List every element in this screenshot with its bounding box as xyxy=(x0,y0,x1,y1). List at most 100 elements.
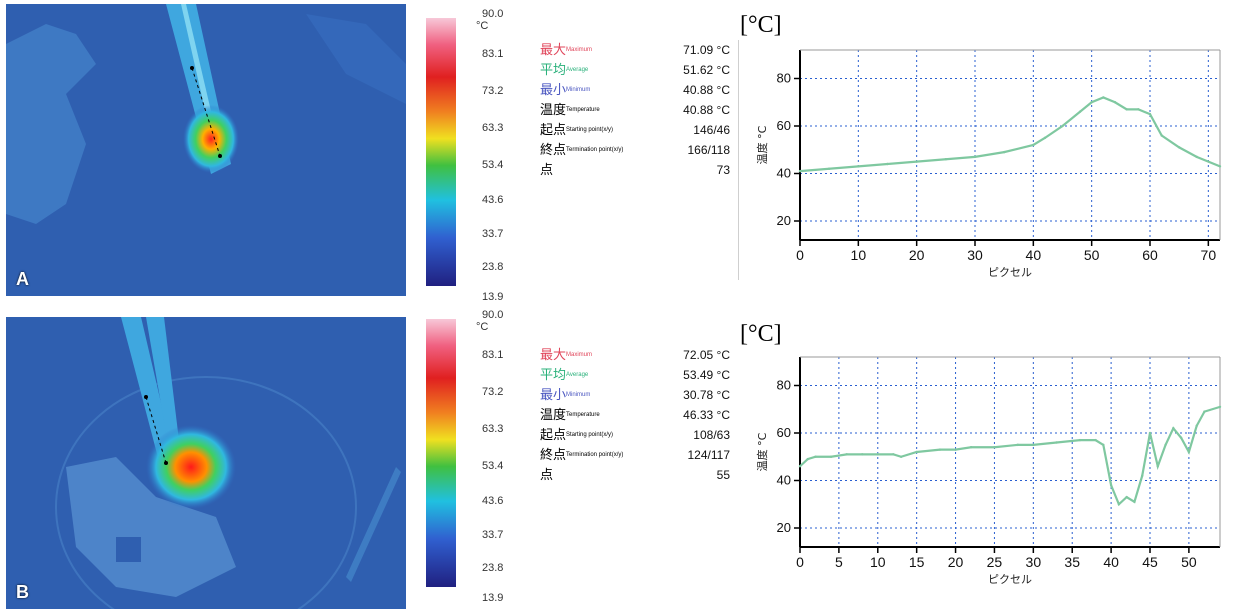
stat-row: 終点 Termination point(x/y) 124/117 xyxy=(540,445,730,465)
data-point xyxy=(1137,108,1140,111)
scale-tick: 33.7 xyxy=(482,529,504,541)
scale-tick: 53.4 xyxy=(482,460,504,472)
stat-row: 点 73 xyxy=(540,160,730,180)
data-point xyxy=(845,453,848,456)
x-tick-label: 45 xyxy=(1142,554,1158,570)
stat-value: 72.05 °C xyxy=(683,348,730,362)
x-tick-label: 30 xyxy=(967,247,983,263)
data-point xyxy=(892,453,895,456)
stat-row: 起点 Starting point(x/y) 108/63 xyxy=(540,425,730,445)
scale-tick: 73.2 xyxy=(482,386,504,398)
data-point xyxy=(1078,110,1082,113)
stat-row: 最大 Maximum 72.05 °C xyxy=(540,345,730,365)
stat-jp-label: 起点 xyxy=(540,122,567,137)
stat-value: 40.88 °C xyxy=(683,83,730,97)
stat-en-label: Average xyxy=(566,372,589,378)
color-scale-ticks-a: 90.0 °C 83.1 73.2 63.3 53.4 43.6 33.7 23… xyxy=(456,8,516,303)
x-tick-label: 50 xyxy=(1181,554,1197,570)
scale-tick: 23.8 xyxy=(482,562,504,574)
scale-tick: 23.8 xyxy=(482,261,504,273)
stat-jp-label: 最大 xyxy=(540,42,567,57)
divider xyxy=(738,40,739,280)
stat-en-label: Average xyxy=(566,67,589,73)
stats-table-b: 最大 Maximum 72.05 °C 平均 Average 53.49 °C 最小 Mi… xyxy=(540,345,730,485)
data-point xyxy=(857,165,860,168)
data-point xyxy=(1195,424,1198,428)
y-axis-label: 温度 °C xyxy=(755,432,769,471)
data-point xyxy=(1156,465,1159,468)
stat-row: 点 55 xyxy=(540,465,730,485)
stat-value: 71.09 °C xyxy=(683,43,730,57)
x-tick-label: 0 xyxy=(796,554,804,570)
stat-row: 平均 Average 51.62 °C xyxy=(540,60,730,80)
unit-label-a: [°C] xyxy=(740,12,782,38)
stat-jp-label: 最小 xyxy=(540,387,567,402)
data-point xyxy=(798,465,802,468)
stat-jp-label: 起点 xyxy=(540,427,567,442)
stat-jp-label: 点 xyxy=(540,467,554,482)
data-point xyxy=(1172,427,1175,430)
y-tick-label: 80 xyxy=(777,71,791,86)
data-point xyxy=(814,455,817,458)
panel-a: A 90.0 °C 83.1 73.2 63.3 53.4 43.6 33.7 … xyxy=(6,4,1222,303)
scale-tick: 73.2 xyxy=(482,85,504,97)
x-tick-label: 15 xyxy=(909,554,925,570)
data-point xyxy=(798,169,802,173)
stat-value: 166/118 xyxy=(687,143,731,157)
stat-value: 73 xyxy=(716,163,730,177)
data-point xyxy=(1113,101,1117,104)
stat-jp-label: 平均 xyxy=(540,62,567,77)
stat-en-label: Termination point(x/y) xyxy=(566,147,624,153)
data-point xyxy=(1016,443,1019,447)
x-tick-label: 20 xyxy=(948,554,964,570)
stat-en-label: Temperature xyxy=(566,107,600,113)
y-tick-label: 60 xyxy=(777,425,791,440)
stat-row: 最小 Minimum 30.78 °C xyxy=(540,385,730,405)
data-point xyxy=(1218,405,1222,409)
thermal-image-a: A xyxy=(6,4,406,296)
stat-value: 108/63 xyxy=(693,428,730,442)
stat-value: 51.62 °C xyxy=(683,63,730,77)
stat-value: 55 xyxy=(716,468,730,482)
scale-tick: 63.3 xyxy=(482,122,504,134)
x-axis-label: ピクセル xyxy=(988,573,1032,586)
stat-row: 最小 Minimum 40.88 °C xyxy=(540,80,730,100)
x-tick-label: 25 xyxy=(987,554,1003,570)
x-tick-label: 0 xyxy=(796,247,804,263)
panel-letter: B xyxy=(16,582,29,602)
stat-jp-label: 終点 xyxy=(540,447,567,462)
stat-jp-label: 平均 xyxy=(540,367,567,382)
stat-value: 124/117 xyxy=(687,448,731,462)
stat-en-label: Termination point(x/y) xyxy=(566,452,624,458)
stat-jp-label: 最小 xyxy=(540,82,567,97)
x-tick-label: 10 xyxy=(870,554,886,570)
x-tick-label: 60 xyxy=(1142,247,1158,263)
data-point xyxy=(1061,124,1064,128)
series-line xyxy=(799,96,1221,173)
scale-unit: °C xyxy=(476,20,489,32)
x-tick-label: 35 xyxy=(1064,554,1080,570)
y-tick-label: 60 xyxy=(777,118,791,133)
line-chart-a: 0 10 20 30 40 50 60 70 20 40 60 80 ピクセル 温度 °C xyxy=(755,49,1222,279)
scale-tick: 43.6 xyxy=(482,495,504,507)
thermal-image-b: B xyxy=(6,317,406,609)
stat-en-label: Starting point(x/y) xyxy=(566,432,614,438)
x-axis-label: ピクセル xyxy=(988,266,1032,279)
data-point xyxy=(993,446,996,449)
data-point xyxy=(1164,443,1167,447)
data-point xyxy=(876,453,879,456)
data-point xyxy=(1133,500,1136,504)
x-tick-label: 50 xyxy=(1084,247,1100,263)
data-point xyxy=(886,162,889,166)
stat-row: 最大 Maximum 71.09 °C xyxy=(540,40,730,60)
data-point xyxy=(1125,495,1128,499)
data-point xyxy=(915,450,918,454)
data-point xyxy=(969,446,973,449)
data-point xyxy=(1090,101,1093,104)
scale-tick: 43.6 xyxy=(482,194,504,206)
data-point xyxy=(1102,96,1105,99)
stat-jp-label: 終点 xyxy=(540,142,567,157)
stat-jp-label: 温度 xyxy=(540,102,567,117)
data-point xyxy=(806,457,809,461)
scale-tick: 13.9 xyxy=(482,291,504,303)
